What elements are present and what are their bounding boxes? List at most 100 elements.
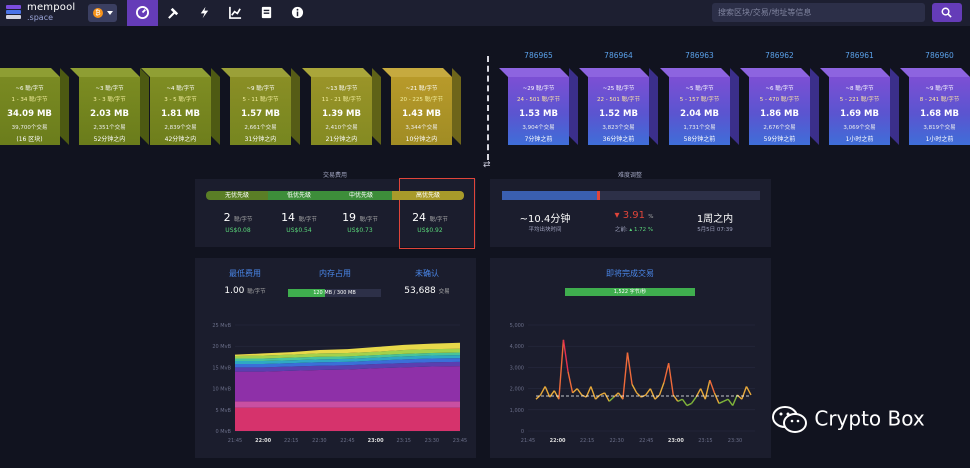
nav-lightning[interactable] [189,0,220,26]
line-segment [667,363,674,396]
block-face: ~5 聪/字节 5 - 157 聪/字节 2.04 MB 1,731个交易 58分钟之前 [669,77,730,145]
block-time: 58分钟之前 [683,136,716,143]
line-segment [535,394,542,400]
block-median-fee: ~13 聪/字节 [325,86,358,92]
min-fee: 1.00 聪/字节 [205,286,285,296]
line-segment [713,392,720,404]
memory-usage-text: 120 MB / 300 MB [313,290,356,296]
block-size: 1.43 MB [402,109,441,119]
area-series-2 [235,366,460,402]
block-height[interactable]: 786960 [925,51,954,60]
y-tick-label: 0 [521,429,524,435]
line-segment [622,352,629,400]
fee-tier-value: 19 聪/字节 [330,211,390,224]
block-top [499,68,569,77]
block-median-fee: ~9 聪/字节 [925,86,954,92]
pending-block[interactable]: ~9 聪/字节 8 - 241 聪/字节 1.68 MB 3,819个交易 1小时之前 [900,68,970,145]
y-tick-label: 20 MvB [212,344,231,350]
pending-block[interactable]: ~5 聪/字节 5 - 157 聪/字节 2.04 MB 1,731个交易 58分钟之前 [660,68,739,145]
nav-docs[interactable] [251,0,282,26]
x-tick-label: 21:45 [521,438,535,444]
top-navbar: mempool .space ₿ [0,0,970,26]
nav-dashboard[interactable] [127,0,158,26]
lightning-icon [200,6,209,19]
block-height[interactable]: 786961 [845,51,874,60]
fee-tier-value: 2 聪/字节 [208,211,268,224]
x-tick-label: 22:30 [312,438,326,444]
memory-usage-fill [288,289,326,297]
line-segment [585,386,592,398]
nav-graphs[interactable] [220,0,251,26]
mined-block[interactable]: ~3 聪/字节 3 - 3 聪/字节 2.03 MB 2,351个交易 52分钟之内 [70,68,149,145]
line-segment [723,398,729,402]
y-tick-label: 2,000 [510,387,524,393]
line-segment [736,394,743,400]
block-fee-range: 20 - 225 聪/字节 [399,97,444,103]
block-time: 36分钟之前 [602,136,635,143]
search-input[interactable] [712,3,925,22]
about-icon [291,6,304,19]
nav-mining[interactable] [158,0,189,26]
search-button[interactable] [932,3,962,22]
swap-icon[interactable]: ⇄ [483,160,491,170]
next-adjustment: 1周之内 [696,214,734,225]
block-side [211,68,220,145]
block-side [890,68,899,145]
mined-block[interactable]: ~13 聪/字节 11 - 21 聪/字节 1.39 MB 2,410个交易 21分钟之… [302,68,381,145]
bitcoin-icon: ₿ [93,8,103,18]
incoming-line-chart: 5,000 4,000 3,000 2,000 1,000 0 21:45 22:00 22:1… [510,323,755,444]
avg-block-time-label: 平均出块时间 [528,227,562,233]
avg-block-time: ~10.4分钟 [519,214,571,225]
block-size: 1.53 MB [519,109,558,119]
block-time: (16 区块) [16,136,43,143]
block-tx-count: 2,661个交易 [244,125,277,131]
pending-block[interactable]: ~6 聪/字节 5 - 470 聪/字节 1.86 MB 2,676个交易 59分钟之前 [740,68,819,145]
block-top [221,68,291,77]
fee-tier-number: 19 [342,211,357,224]
block-tx-count: 2,410个交易 [325,125,358,131]
difficulty-change-unit: % [648,214,654,220]
mined-block[interactable]: ~9 聪/字节 5 - 11 聪/字节 1.57 MB 2,661个交易 31分钟之内 [221,68,300,145]
pending-block[interactable]: ~8 聪/字节 5 - 221 聪/字节 1.69 MB 3,069个交易 1小时之前 [820,68,899,145]
mempool-divider [487,56,489,160]
watermark: Crypto Box [772,406,925,434]
block-height[interactable]: 786963 [685,51,714,60]
previous-change: 之前: ▴ 1.72 % [614,227,654,233]
block-height[interactable]: 786962 [765,51,794,60]
block-top [0,68,60,77]
mined-block[interactable]: ~4 聪/字节 3 - 5 聪/字节 1.81 MB 2,839个交易 42分钟之内 [141,68,220,145]
line-segment [604,392,610,402]
line-segment [709,379,716,394]
block-median-fee: ~3 聪/字节 [95,86,124,92]
fee-tier-label: 高优先级 [392,191,464,200]
line-segment [718,400,724,405]
block-size: 1.69 MB [840,109,879,119]
mined-block[interactable]: ~6 聪/字节 1 - 34 聪/字节 34.09 MB 39,700个交易 (16 区… [0,68,69,145]
fee-tier-usd: US$0.08 [225,227,251,234]
block-face: ~9 聪/字节 5 - 11 聪/字节 1.57 MB 2,661个交易 31分钟之内 [230,77,291,145]
nav-about[interactable] [282,0,313,26]
line-segment [539,386,546,396]
pending-block[interactable]: ~25 聪/字节 22 - 501 聪/字节 1.52 MB 3,823个交易 36分钟… [579,68,658,145]
logo-title: mempool [27,2,76,13]
x-tick-label: 23:00 [668,438,684,444]
block-height[interactable]: 786965 [524,51,553,60]
x-tick-label: 23:15 [698,438,712,444]
network-selector[interactable]: ₿ [88,4,117,22]
block-tx-count: 3,344个交易 [405,125,438,131]
area-series-7 [235,348,460,359]
block-time: 31分钟之内 [244,136,277,143]
mined-block[interactable]: ~21 聪/字节 20 - 225 聪/字节 1.43 MB 3,344个交易 10分钟… [382,68,461,145]
line-segment [553,390,560,400]
pending-block[interactable]: ~29 聪/字节 24 - 501 聪/字节 1.53 MB 3,904个交易 7分钟之… [499,68,578,145]
block-height[interactable]: 786964 [604,51,633,60]
difficulty-title: 难度调整 [617,172,642,179]
block-fee-range: 22 - 501 聪/字节 [596,97,641,103]
previous-change-value: 1.72 % [633,227,654,233]
block-side [291,68,300,145]
incoming-title: 即将完成交易 [606,269,654,278]
y-tick-label: 1,000 [510,408,524,414]
fee-tier-unit: 聪/字节 [234,217,253,223]
line-segment [567,371,574,393]
mempool-logo[interactable]: mempool .space [6,2,76,23]
